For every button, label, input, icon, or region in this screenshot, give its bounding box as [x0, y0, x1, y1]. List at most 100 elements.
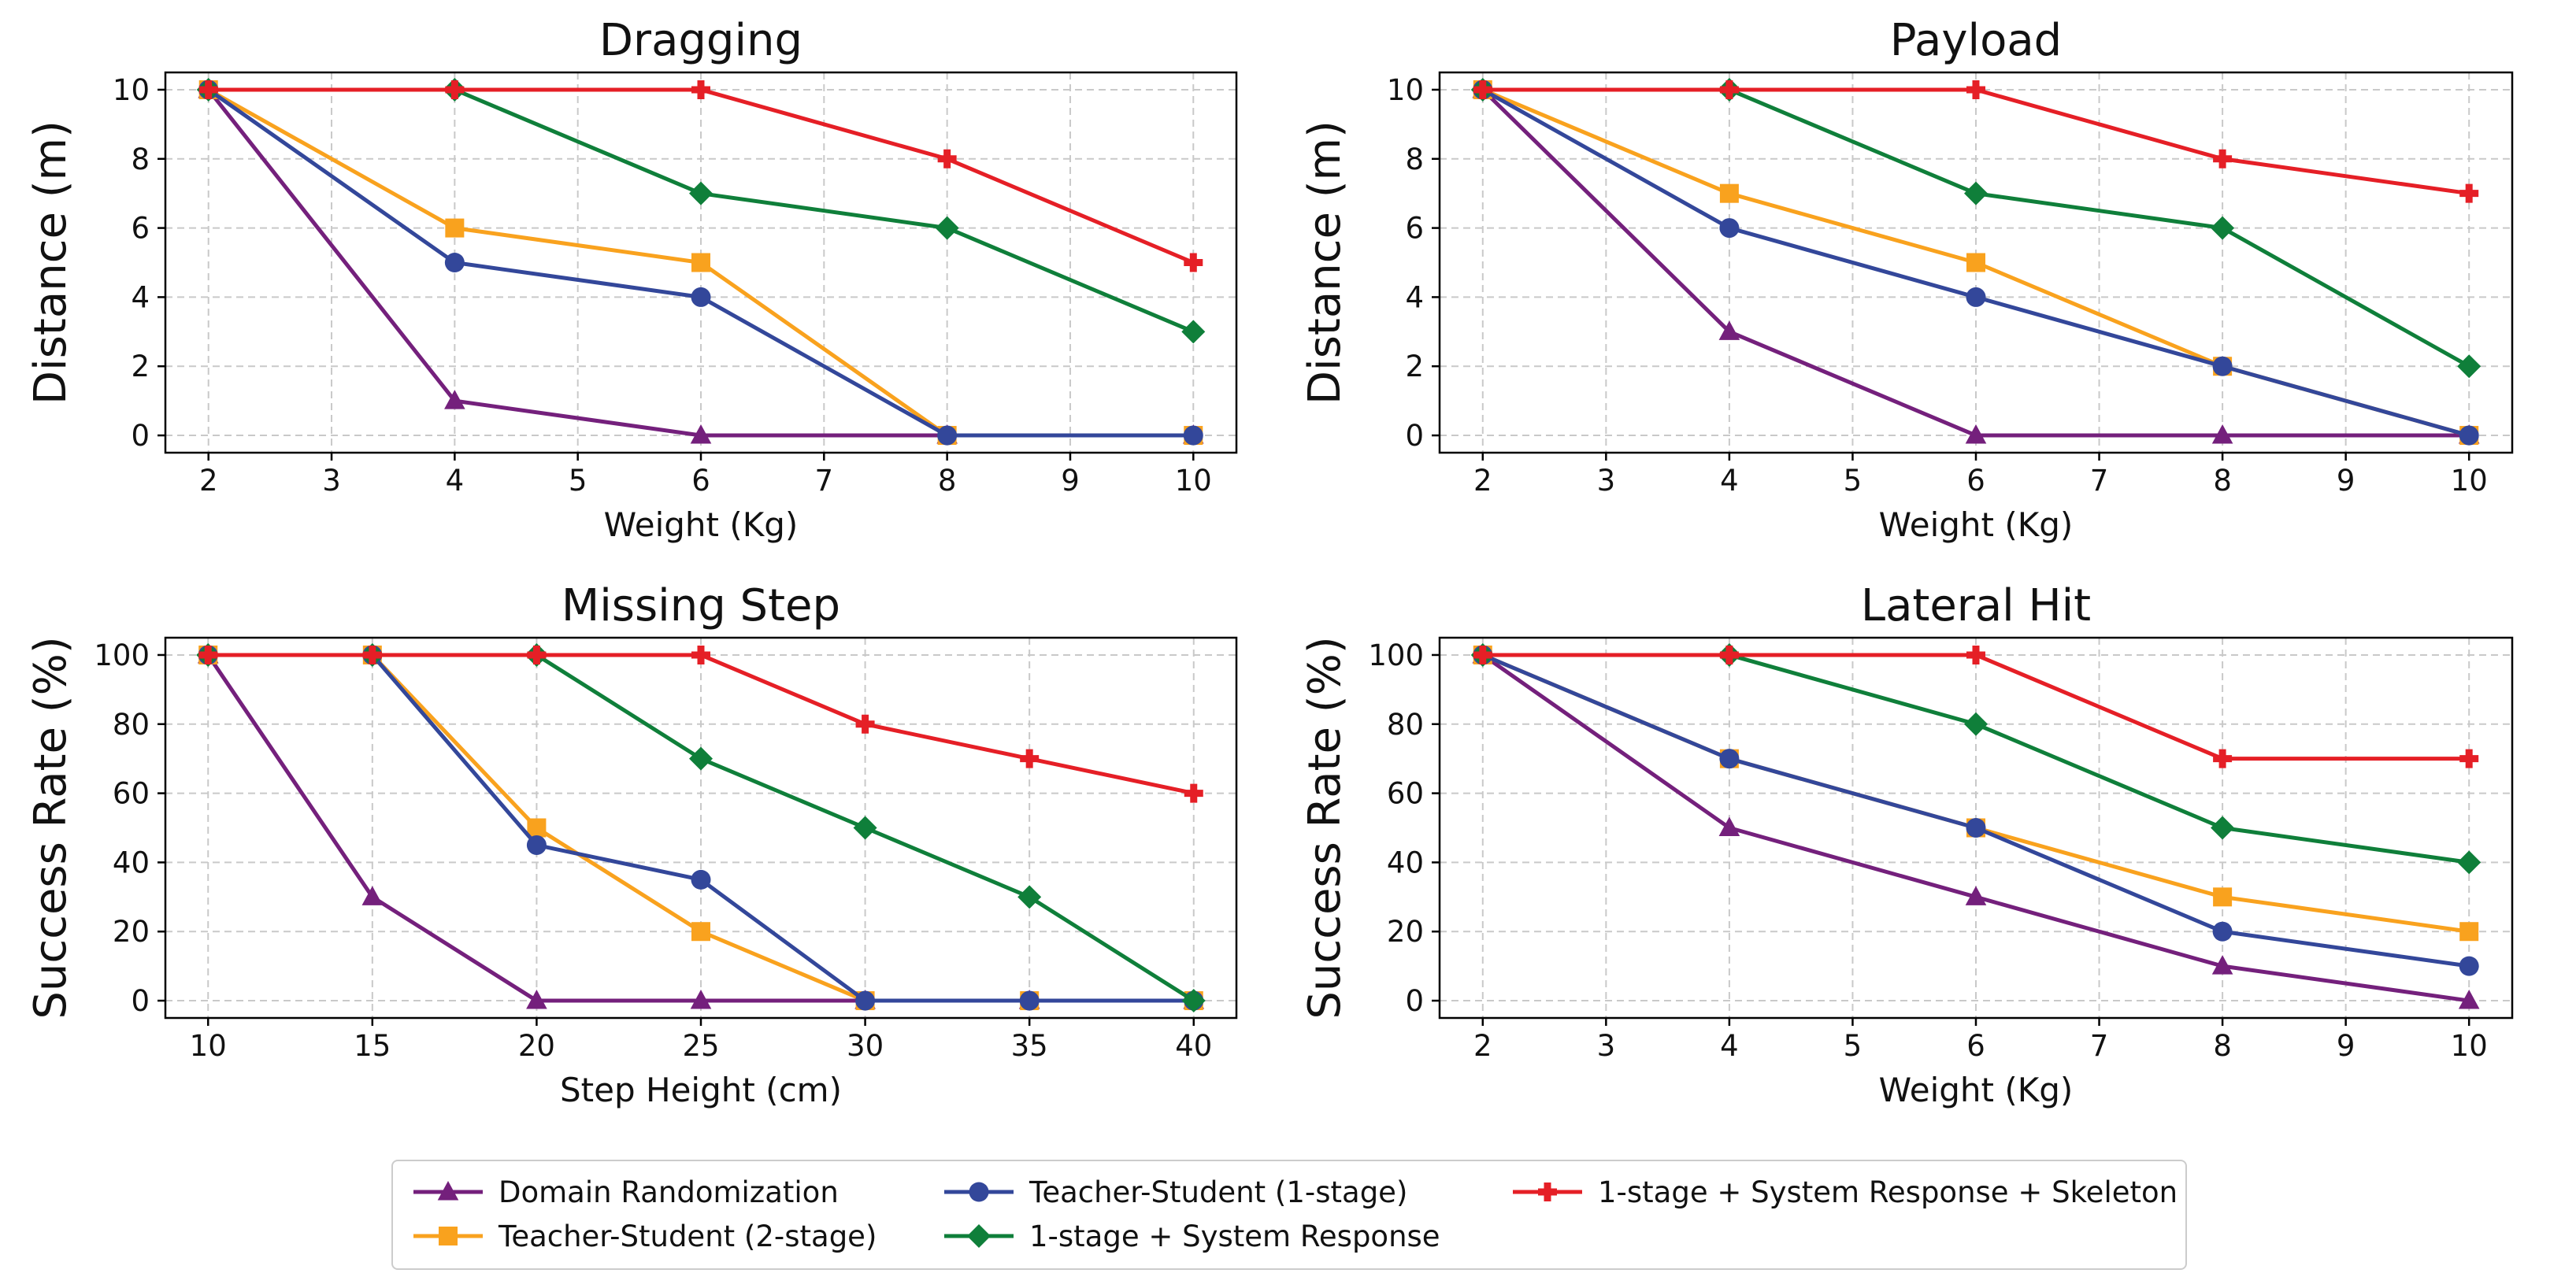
x-tick-label: 2 — [199, 464, 218, 498]
x-tick-label: 4 — [1720, 464, 1739, 498]
legend-label: Teacher-Student (2-stage) — [499, 1219, 877, 1253]
x-tick-label: 2 — [1473, 464, 1492, 498]
data-point — [444, 390, 465, 409]
data-point — [1965, 886, 1987, 905]
x-tick-label: 10 — [190, 1029, 227, 1063]
data-point — [1184, 253, 1203, 272]
data-point — [2458, 990, 2480, 1009]
y-tick-label: 2 — [1405, 350, 1424, 383]
data-point — [2211, 424, 2233, 444]
x-tick-label: 6 — [1966, 464, 1985, 498]
data-point — [2459, 425, 2479, 446]
data-point — [855, 714, 875, 734]
data-point — [1719, 645, 1739, 664]
y-tick-label: 2 — [131, 350, 150, 383]
data-point — [2457, 354, 2481, 379]
data-point — [1719, 80, 1739, 99]
data-point — [1181, 320, 1206, 344]
data-point — [1718, 320, 1740, 340]
x-tick-label: 30 — [847, 1029, 884, 1063]
data-point — [444, 253, 465, 272]
data-point — [690, 990, 712, 1009]
data-point — [2213, 749, 2233, 768]
legend-item-teacher-student-2-stage: Teacher-Student (2-stage) — [409, 1219, 877, 1253]
legend-label: Domain Randomization — [499, 1175, 839, 1209]
series-line — [208, 87, 1195, 265]
legend-label: 1-stage + System Response — [1029, 1219, 1440, 1253]
data-point — [2211, 816, 2235, 840]
data-point — [2213, 149, 2233, 168]
legend-marker-square-icon — [413, 1227, 483, 1245]
legend-marker — [437, 1181, 459, 1201]
x-tick-label: 40 — [1175, 1029, 1212, 1063]
x-tick-label: 25 — [682, 1029, 719, 1063]
x-tick-label: 8 — [2213, 464, 2232, 498]
data-point — [691, 869, 711, 890]
data-point — [2212, 356, 2233, 376]
series-1-stage-system-response-skeleton — [1473, 80, 2479, 203]
x-tick-label: 8 — [938, 464, 957, 498]
data-point — [935, 216, 959, 240]
x-tick-label: 4 — [446, 464, 465, 498]
x-tick-label: 6 — [1966, 1029, 1985, 1063]
y-tick-label: 4 — [131, 280, 150, 314]
y-axis-label: Success Rate (%) — [1299, 636, 1351, 1019]
data-point — [691, 922, 710, 942]
x-tick-label: 35 — [1011, 1029, 1048, 1063]
data-point — [2459, 956, 2479, 976]
data-point — [526, 835, 547, 855]
y-tick-label: 80 — [113, 708, 150, 742]
x-tick-label: 10 — [1175, 464, 1212, 498]
data-point — [937, 149, 957, 168]
chart-title: Missing Step — [562, 580, 840, 631]
x-tick-label: 5 — [1844, 464, 1863, 498]
y-axis-label: Distance (m) — [1299, 120, 1351, 405]
legend-marker — [967, 1224, 991, 1248]
legend-marker — [969, 1182, 989, 1202]
data-point — [691, 80, 710, 99]
data-point — [1966, 287, 1986, 307]
chart-title: Lateral Hit — [1861, 580, 2091, 631]
x-tick-label: 3 — [1597, 1029, 1616, 1063]
x-axis-label: Weight (Kg) — [604, 505, 799, 544]
x-axis-label: Weight (Kg) — [1879, 1071, 2074, 1109]
y-tick-label: 60 — [1387, 777, 1424, 811]
data-point — [1181, 989, 1206, 1013]
x-tick-label: 8 — [2213, 1029, 2232, 1063]
series-line — [1482, 87, 2470, 196]
data-point — [855, 990, 876, 1011]
data-point — [853, 816, 877, 840]
data-point — [1966, 645, 1985, 664]
data-point — [198, 80, 218, 99]
y-tick-label: 80 — [1387, 708, 1424, 742]
data-point — [361, 886, 384, 905]
data-point — [2459, 749, 2479, 768]
y-tick-label: 100 — [1368, 638, 1424, 672]
data-point — [690, 424, 712, 444]
legend-item-1-stage-system-response-skeleton: 1-stage + System Response + Skeleton — [1508, 1175, 2178, 1209]
x-tick-label: 9 — [1061, 464, 1080, 498]
series-teacher-student-1-stage — [1473, 80, 2479, 446]
series-teacher-student-1-stage — [1473, 645, 2479, 976]
legend-item-teacher-student-1-stage: Teacher-Student (1-stage) — [940, 1175, 1407, 1209]
x-tick-label: 7 — [2090, 1029, 2109, 1063]
data-point — [1473, 645, 1492, 664]
legend-marker — [1538, 1183, 1557, 1201]
y-tick-label: 6 — [131, 212, 150, 246]
data-point — [1719, 749, 1740, 769]
data-point — [1966, 818, 1986, 838]
legend-label: 1-stage + System Response + Skeleton — [1598, 1175, 2178, 1209]
data-point — [2459, 183, 2479, 203]
y-tick-label: 10 — [113, 73, 150, 107]
y-tick-label: 4 — [1405, 280, 1424, 314]
x-tick-label: 5 — [1844, 1029, 1863, 1063]
y-tick-label: 0 — [131, 984, 150, 1018]
series-1-stage-system-response-skeleton — [198, 80, 1203, 272]
y-tick-label: 0 — [1405, 419, 1424, 453]
y-tick-label: 8 — [1405, 142, 1424, 176]
legend-item-1-stage-system-response: 1-stage + System Response — [940, 1219, 1440, 1253]
y-tick-label: 60 — [113, 777, 150, 811]
data-point — [2212, 921, 2233, 942]
